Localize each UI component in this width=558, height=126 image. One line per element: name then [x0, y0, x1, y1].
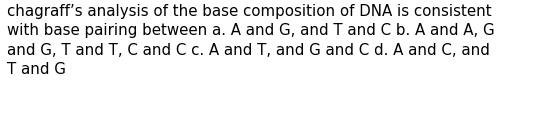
Text: chagraff’s analysis of the base composition of DNA is consistent
with base pairi: chagraff’s analysis of the base composit… — [7, 4, 495, 77]
